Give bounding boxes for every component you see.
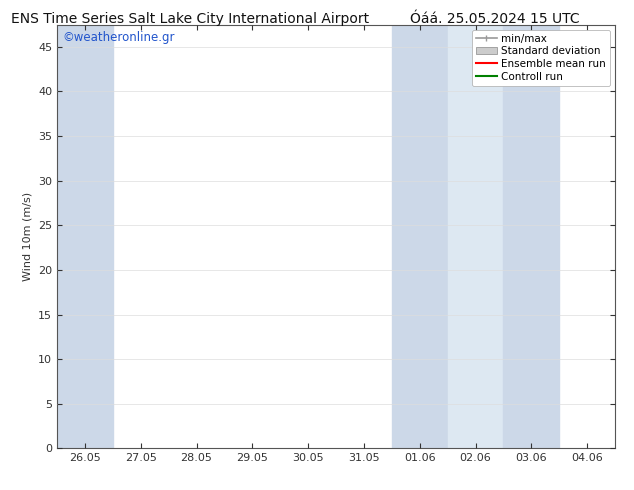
- Legend: min/max, Standard deviation, Ensemble mean run, Controll run: min/max, Standard deviation, Ensemble me…: [472, 30, 610, 86]
- Bar: [503, 24, 559, 448]
- Text: ©weatheronline.gr: ©weatheronline.gr: [63, 31, 175, 44]
- Bar: [448, 24, 503, 448]
- Text: Óáá. 25.05.2024 15 UTC: Óáá. 25.05.2024 15 UTC: [410, 12, 579, 26]
- Bar: [57, 24, 113, 448]
- Bar: [392, 24, 448, 448]
- Text: ENS Time Series Salt Lake City International Airport: ENS Time Series Salt Lake City Internati…: [11, 12, 369, 26]
- Y-axis label: Wind 10m (m/s): Wind 10m (m/s): [23, 192, 32, 281]
